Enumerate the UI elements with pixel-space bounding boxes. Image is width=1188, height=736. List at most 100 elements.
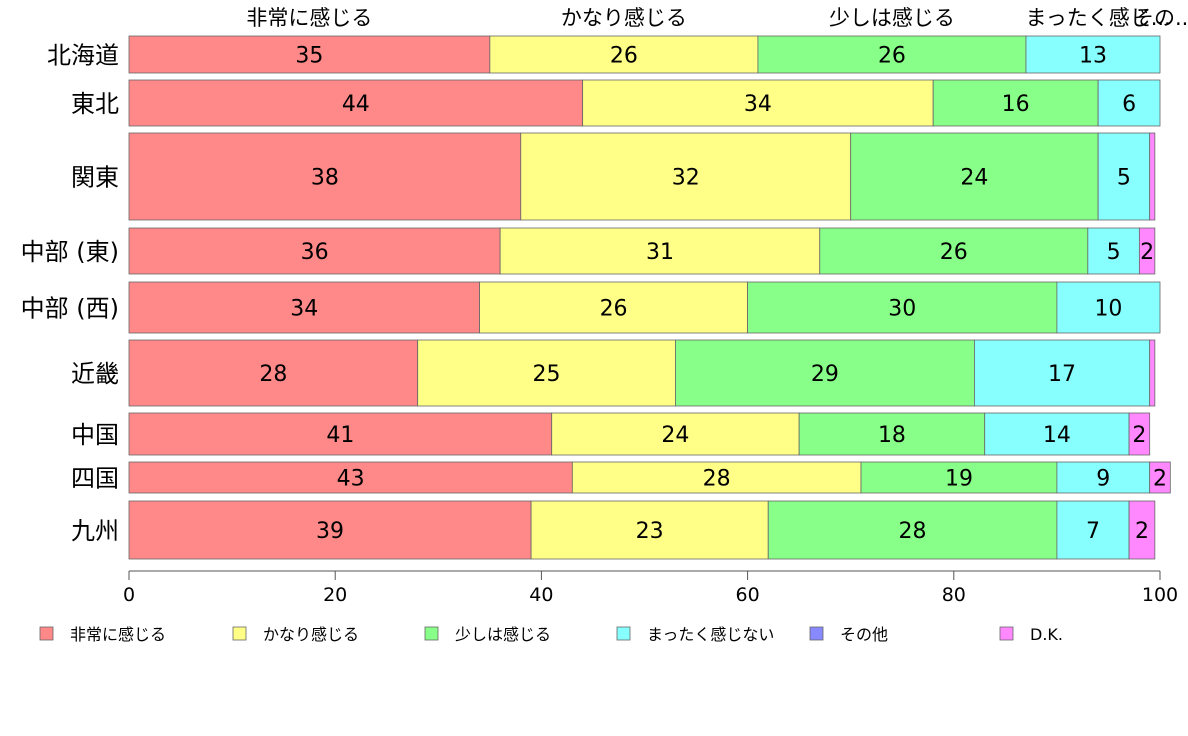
bar-value-label: 13 <box>1079 44 1107 69</box>
top-category-label: 非常に感じる <box>246 6 372 30</box>
legend-label: かなり感じる <box>263 625 359 644</box>
bar-segment <box>798 412 986 456</box>
bar-value-label: 10 <box>1094 297 1122 322</box>
bar-segment <box>984 412 1130 456</box>
bar-value-label: 30 <box>888 297 916 322</box>
bar-segment <box>582 79 934 127</box>
x-tick-label: 40 <box>529 584 553 606</box>
bar-value-label: 43 <box>337 467 365 492</box>
bar-segment <box>128 227 501 275</box>
bar-value-label: 28 <box>703 467 731 492</box>
top-category-label: かなり感じる <box>561 6 687 30</box>
bar-value-label: 2 <box>1135 519 1149 544</box>
bar-segment <box>1056 281 1161 334</box>
bar-segment <box>974 339 1151 407</box>
bar-segment <box>128 500 532 560</box>
top-category-label: その... <box>1133 6 1188 30</box>
category-label: 中部 (西) <box>21 295 119 323</box>
bar-segment <box>1097 132 1151 221</box>
bar-segment <box>128 35 491 74</box>
legend-label: まったく感じない <box>647 625 774 644</box>
bar-segment <box>675 339 975 407</box>
bar-value-label: 2 <box>1132 423 1146 448</box>
bar-segment <box>932 79 1099 127</box>
bar-segment <box>819 227 1089 275</box>
legend-swatch <box>809 626 824 641</box>
bar-value-label: 35 <box>295 44 323 69</box>
top-category-labels: 非常に感じる かなり感じる 少しは感じる まったく感じ...その... <box>246 6 1188 30</box>
bar-value-label: 23 <box>636 519 664 544</box>
bar-value-label: 36 <box>301 240 329 265</box>
category-label: 中国 <box>71 421 119 449</box>
bar-segment <box>1056 461 1151 494</box>
legend-swatch <box>616 626 631 641</box>
bar-segment <box>1149 461 1171 494</box>
category-label: 関東 <box>71 164 119 192</box>
category-label: 四国 <box>71 465 119 493</box>
bar-value-label: 9 <box>1096 467 1110 492</box>
bar-segment <box>1149 339 1156 407</box>
bar-segment <box>1128 412 1151 456</box>
bar-segment <box>767 500 1058 560</box>
legend: 非常に感じる かなり感じる 少しは感じる まったく感じない その他 D.K. <box>39 625 1063 644</box>
bar-segment <box>1087 227 1140 275</box>
top-category-label: まったく感じ... <box>1026 6 1171 30</box>
bar-value-label: 2 <box>1153 467 1167 492</box>
bar-value-label: 6 <box>1122 92 1136 117</box>
bar-value-label: 38 <box>311 166 339 191</box>
bar-segment <box>1138 227 1156 275</box>
bar-value-label: 24 <box>960 166 988 191</box>
legend-label: D.K. <box>1030 625 1063 644</box>
bar-segment <box>757 35 1027 74</box>
top-category-label: 少しは感じる <box>829 6 955 30</box>
legend-swatch <box>232 626 247 641</box>
bar-value-label: 32 <box>672 166 700 191</box>
bar-value-label: 17 <box>1048 362 1076 387</box>
bar-value-label: 24 <box>661 423 689 448</box>
bar-segment <box>128 79 584 127</box>
legend-swatch <box>424 626 439 641</box>
bar-value-label: 19 <box>945 467 973 492</box>
category-label: 九州 <box>71 517 119 545</box>
bar-value-label: 2 <box>1140 240 1154 265</box>
legend-swatch <box>39 626 54 641</box>
bar-value-label: 16 <box>1002 92 1030 117</box>
bar-value-label: 26 <box>610 44 638 69</box>
bar-value-label: 28 <box>899 519 927 544</box>
x-axis: 0 20 40 60 80 100 <box>123 570 1178 606</box>
bar-segment <box>128 132 522 221</box>
bar-value-label: 25 <box>533 362 561 387</box>
bar-value-label: 28 <box>259 362 287 387</box>
x-tick-label: 100 <box>1142 584 1178 606</box>
legend-swatch <box>999 626 1014 641</box>
bar-value-label: 5 <box>1117 166 1131 191</box>
bar-segment <box>1128 500 1156 560</box>
bar-segment <box>128 281 480 334</box>
bar-segment <box>489 35 759 74</box>
bar-value-label: 29 <box>811 362 839 387</box>
bar-segment <box>479 281 749 334</box>
category-label: 北海道 <box>47 42 119 70</box>
bar-value-label: 34 <box>290 297 318 322</box>
legend-label: 少しは感じる <box>455 625 551 644</box>
category-label: 近畿 <box>71 360 119 388</box>
bar-segment <box>128 339 419 407</box>
bar-segment <box>499 227 821 275</box>
bar-segment <box>520 132 852 221</box>
legend-label: 非常に感じる <box>70 625 166 644</box>
bar-segment <box>1025 35 1161 74</box>
x-tick-label: 0 <box>123 584 135 606</box>
x-tick-label: 20 <box>323 584 347 606</box>
bar-segment <box>551 412 800 456</box>
x-tick-label: 80 <box>942 584 966 606</box>
category-label: 東北 <box>71 90 119 118</box>
bar-value-label: 39 <box>316 519 344 544</box>
x-tick-label: 60 <box>736 584 760 606</box>
bar-value-label: 41 <box>326 423 354 448</box>
bar-value-label: 44 <box>342 92 370 117</box>
bar-segment <box>1097 79 1161 127</box>
bar-segment <box>860 461 1058 494</box>
